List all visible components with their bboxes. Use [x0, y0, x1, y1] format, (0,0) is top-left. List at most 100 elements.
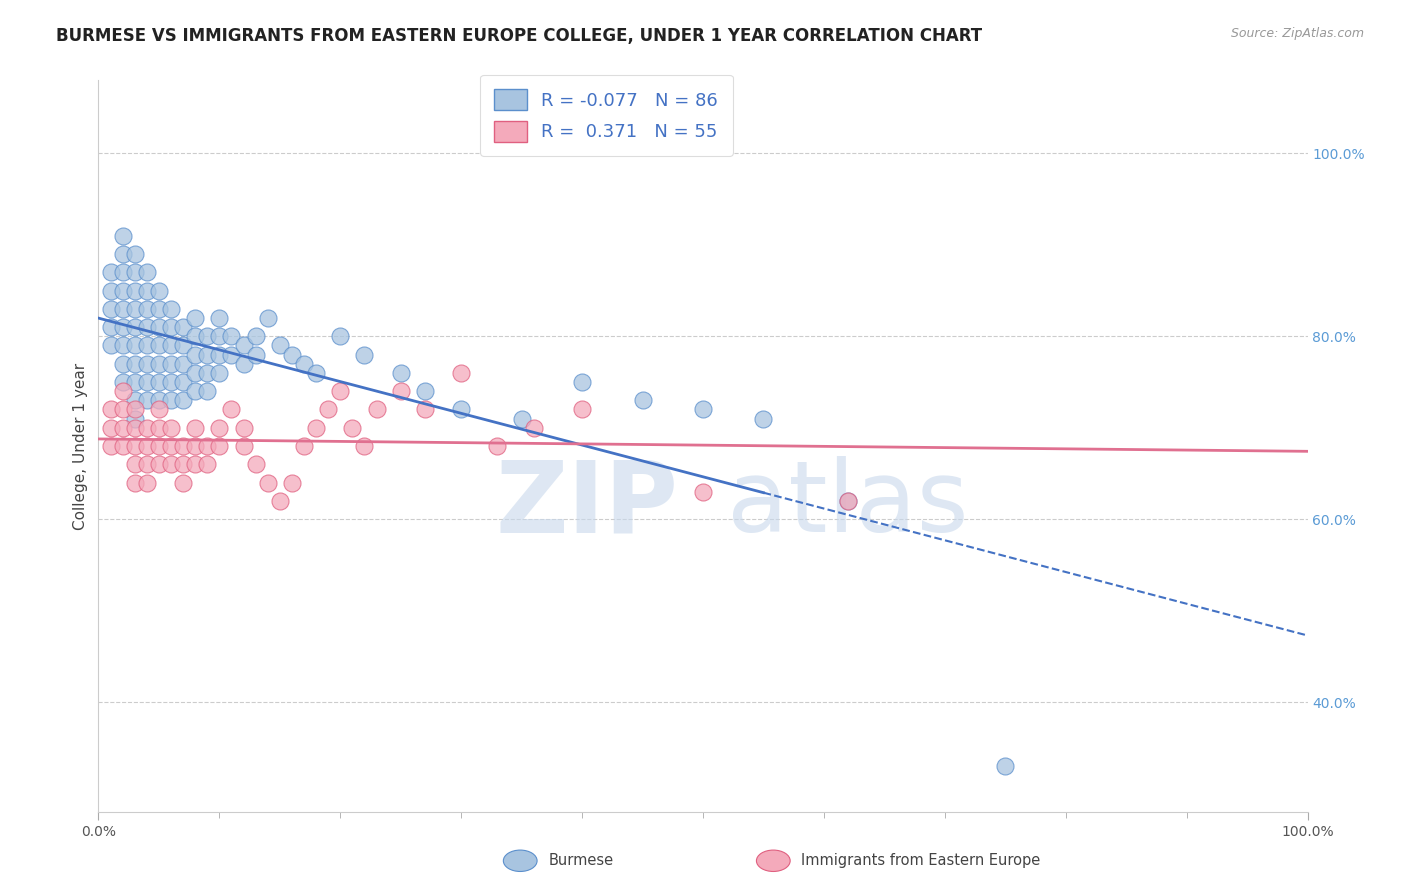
Point: [148, 357, 170, 371]
Point: [172, 338, 194, 352]
Point: [184, 421, 207, 435]
Point: [111, 228, 134, 243]
Y-axis label: College, Under 1 year: College, Under 1 year: [73, 362, 89, 530]
Point: [160, 357, 183, 371]
Text: BURMESE VS IMMIGRANTS FROM EASTERN EUROPE COLLEGE, UNDER 1 YEAR CORRELATION CHAR: BURMESE VS IMMIGRANTS FROM EASTERN EUROP…: [56, 27, 983, 45]
Point: [148, 393, 170, 408]
Point: [631, 393, 654, 408]
Point: [160, 439, 183, 453]
Point: [329, 329, 352, 343]
Point: [837, 494, 859, 508]
Point: [305, 366, 328, 380]
Point: [245, 329, 267, 343]
Point: [184, 439, 207, 453]
Point: [135, 265, 157, 279]
Point: [184, 347, 207, 362]
Point: [100, 284, 122, 298]
Point: [195, 384, 218, 399]
Point: [148, 375, 170, 389]
Point: [292, 439, 315, 453]
Point: [124, 375, 146, 389]
Point: [245, 457, 267, 471]
Point: [342, 421, 364, 435]
Point: [111, 301, 134, 316]
Point: [124, 338, 146, 352]
Point: [172, 320, 194, 334]
Point: [208, 311, 231, 326]
Point: [148, 301, 170, 316]
Point: [269, 338, 291, 352]
Point: [752, 411, 775, 425]
Point: [135, 393, 157, 408]
Point: [184, 366, 207, 380]
Point: [135, 457, 157, 471]
Point: [124, 320, 146, 334]
Point: [389, 366, 412, 380]
Point: [172, 357, 194, 371]
Point: [837, 494, 859, 508]
Point: [160, 338, 183, 352]
Point: [100, 265, 122, 279]
Point: [281, 475, 304, 490]
Point: [329, 384, 352, 399]
Point: [111, 338, 134, 352]
Point: [232, 357, 254, 371]
Point: [389, 384, 412, 399]
Point: [256, 311, 278, 326]
Point: [124, 439, 146, 453]
Point: [366, 402, 388, 417]
Point: [353, 347, 375, 362]
Point: [111, 375, 134, 389]
Point: [208, 329, 231, 343]
Point: [148, 421, 170, 435]
Legend: R = -0.077   N = 86, R =  0.371   N = 55: R = -0.077 N = 86, R = 0.371 N = 55: [479, 75, 733, 156]
Point: [208, 421, 231, 435]
Point: [195, 457, 218, 471]
Point: [195, 329, 218, 343]
Point: [135, 475, 157, 490]
Point: [316, 402, 339, 417]
Point: [111, 439, 134, 453]
Point: [208, 347, 231, 362]
Point: [111, 265, 134, 279]
Point: [232, 338, 254, 352]
Point: [124, 284, 146, 298]
Point: [135, 320, 157, 334]
Point: [172, 375, 194, 389]
Point: [692, 402, 714, 417]
Point: [305, 421, 328, 435]
Point: [135, 357, 157, 371]
Point: [135, 301, 157, 316]
Point: [148, 402, 170, 417]
Point: [124, 475, 146, 490]
Point: [195, 439, 218, 453]
Point: [221, 402, 243, 417]
Point: [221, 347, 243, 362]
Point: [450, 366, 472, 380]
Point: [195, 366, 218, 380]
Point: [172, 439, 194, 453]
Point: [135, 439, 157, 453]
Point: [100, 439, 122, 453]
Point: [232, 439, 254, 453]
Point: [256, 475, 278, 490]
Point: [232, 421, 254, 435]
Point: [148, 284, 170, 298]
Point: [100, 320, 122, 334]
Point: [160, 375, 183, 389]
Point: [160, 320, 183, 334]
Point: [124, 402, 146, 417]
Point: [994, 759, 1017, 773]
Text: atlas: atlas: [727, 456, 969, 553]
Text: Burmese: Burmese: [548, 854, 613, 868]
Point: [571, 402, 593, 417]
Point: [124, 393, 146, 408]
Point: [160, 457, 183, 471]
Point: [160, 393, 183, 408]
Point: [571, 375, 593, 389]
Point: [124, 301, 146, 316]
Point: [208, 439, 231, 453]
Point: [111, 421, 134, 435]
Point: [353, 439, 375, 453]
Point: [124, 421, 146, 435]
